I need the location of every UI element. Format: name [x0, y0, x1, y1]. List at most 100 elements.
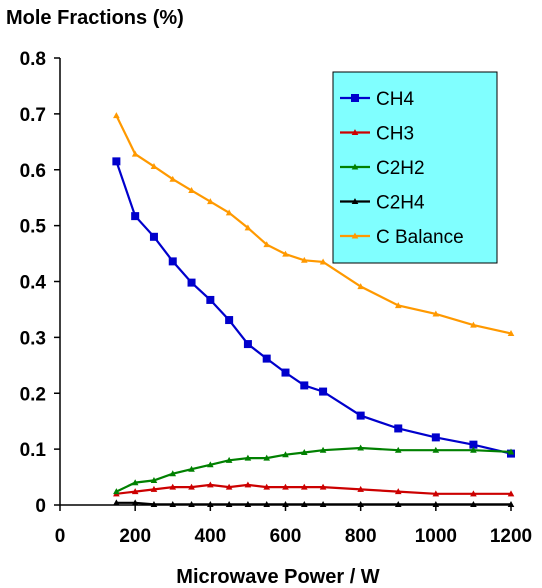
- plot-area: [112, 112, 515, 507]
- x-tick-label: 200: [119, 526, 151, 547]
- data-point: [131, 499, 139, 506]
- data-point: [225, 209, 233, 216]
- data-point: [394, 488, 402, 495]
- data-point: [351, 232, 359, 239]
- data-point: [263, 483, 271, 490]
- data-point: [300, 449, 308, 456]
- data-point: [225, 456, 233, 463]
- data-point: [244, 224, 252, 231]
- data-point: [263, 454, 271, 461]
- data-point: [169, 470, 177, 477]
- data-point: [351, 163, 359, 170]
- legend-label: C2H4: [376, 193, 425, 214]
- legend-item: C Balance: [340, 227, 464, 248]
- data-point: [394, 302, 402, 309]
- data-point: [470, 501, 477, 507]
- y-tick-label: 0.2: [20, 384, 46, 405]
- data-point: [207, 481, 214, 488]
- data-point: [432, 490, 440, 497]
- data-point: [281, 368, 290, 377]
- data-point: [149, 232, 158, 241]
- series-line: [115, 446, 512, 493]
- data-point: [394, 424, 403, 433]
- y-tick-label: 0.7: [20, 105, 46, 126]
- data-point: [169, 501, 177, 507]
- legend-label: CH3: [376, 124, 414, 145]
- data-point: [188, 483, 195, 490]
- data-point: [351, 129, 359, 136]
- data-point: [282, 451, 289, 458]
- x-tick-label: 600: [270, 526, 302, 547]
- data-point: [507, 490, 515, 497]
- data-point: [225, 316, 234, 325]
- y-tick-label: 0.8: [20, 49, 46, 70]
- data-point: [470, 490, 477, 497]
- series-c2h2: [113, 444, 515, 495]
- y-tick-label: 0.4: [20, 273, 47, 294]
- data-point: [356, 411, 365, 420]
- data-point: [131, 488, 139, 495]
- data-point: [300, 381, 309, 390]
- data-point: [188, 465, 195, 472]
- x-tick-label: 800: [345, 526, 377, 547]
- legend-box: [332, 71, 498, 264]
- data-point: [357, 485, 364, 492]
- series-ch4: [112, 157, 515, 458]
- legend-item: C2H2: [340, 158, 425, 179]
- data-point: [225, 483, 233, 490]
- data-point: [187, 278, 196, 287]
- data-point: [470, 321, 477, 328]
- data-point: [188, 501, 195, 507]
- data-point: [357, 283, 364, 290]
- data-point: [243, 340, 252, 349]
- data-point: [319, 483, 327, 490]
- y-axis-title: Mole Fractions (%): [6, 7, 184, 29]
- data-point: [113, 499, 120, 506]
- data-point: [431, 433, 440, 442]
- series-c-balance: [113, 112, 515, 337]
- x-tick-label: 400: [194, 526, 226, 547]
- data-point: [113, 488, 120, 495]
- data-point: [282, 483, 289, 490]
- y-tick-label: 0.1: [20, 440, 47, 461]
- legend-label: C Balance: [376, 227, 464, 248]
- data-point: [319, 501, 327, 507]
- legend-label: CH4: [376, 89, 414, 110]
- data-point: [470, 446, 477, 453]
- data-point: [169, 175, 177, 182]
- data-point: [113, 112, 120, 119]
- x-tick-label: 0: [55, 526, 66, 547]
- data-point: [432, 310, 440, 317]
- y-tick-label: 0: [35, 496, 46, 517]
- data-point: [150, 501, 158, 507]
- legend-item: CH4: [340, 89, 414, 110]
- y-tick-label: 0.3: [20, 328, 46, 349]
- data-point: [282, 250, 289, 257]
- data-point: [319, 258, 327, 265]
- series-line: [116, 501, 511, 506]
- data-point: [131, 479, 139, 486]
- data-point: [351, 198, 359, 205]
- data-point: [188, 187, 195, 193]
- data-point: [507, 330, 515, 337]
- data-point: [112, 157, 121, 166]
- data-point: [262, 354, 271, 363]
- data-point: [394, 446, 402, 453]
- legend-label: C2H2: [376, 158, 425, 179]
- data-point: [507, 501, 515, 507]
- data-point: [357, 501, 364, 507]
- data-point: [507, 448, 515, 455]
- x-tick-label: 1000: [415, 526, 457, 547]
- data-point: [207, 461, 214, 468]
- data-point: [263, 501, 271, 507]
- data-point: [432, 501, 440, 507]
- data-point: [207, 501, 214, 507]
- legend: CH4 CH3 C2H2 C2H4 C Balance: [332, 71, 498, 264]
- data-point: [244, 454, 252, 461]
- legend-item: C2H4: [340, 193, 425, 214]
- series-ch3: [113, 481, 515, 497]
- data-point: [244, 501, 252, 507]
- x-axis-title: Microwave Power / W: [176, 566, 380, 588]
- data-point: [150, 485, 158, 492]
